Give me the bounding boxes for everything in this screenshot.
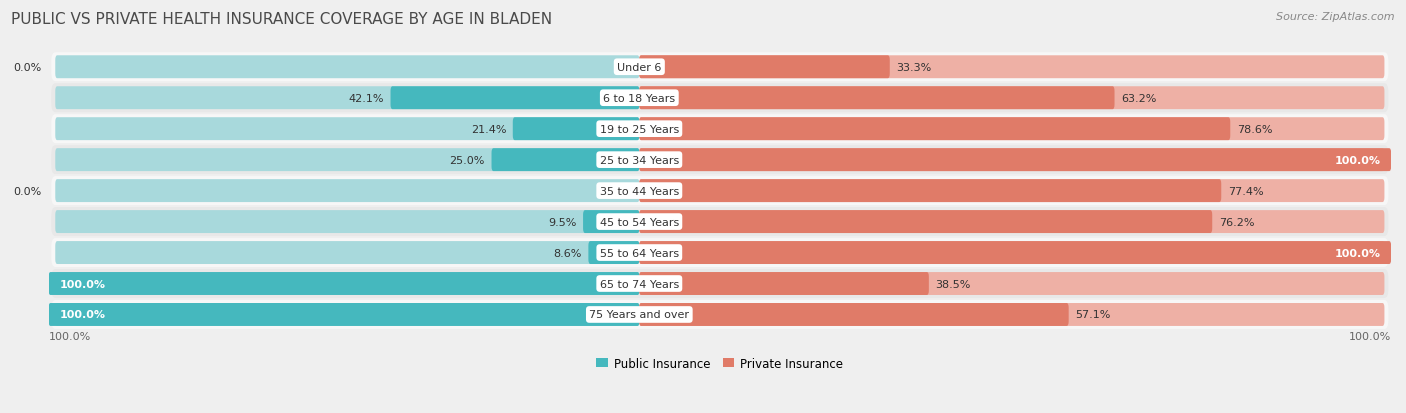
Text: 25.0%: 25.0%	[450, 155, 485, 165]
Text: 25 to 34 Years: 25 to 34 Years	[600, 155, 679, 165]
FancyBboxPatch shape	[55, 242, 640, 264]
FancyBboxPatch shape	[640, 242, 1385, 264]
Text: 9.5%: 9.5%	[548, 217, 576, 227]
Text: 19 to 25 Years: 19 to 25 Years	[600, 124, 679, 134]
Text: 21.4%: 21.4%	[471, 124, 506, 134]
Text: 33.3%: 33.3%	[897, 63, 932, 73]
Text: 55 to 64 Years: 55 to 64 Years	[600, 248, 679, 258]
FancyBboxPatch shape	[55, 87, 640, 110]
Text: 8.6%: 8.6%	[554, 248, 582, 258]
Text: 100.0%: 100.0%	[1334, 155, 1381, 165]
FancyBboxPatch shape	[640, 149, 1385, 172]
FancyBboxPatch shape	[640, 273, 929, 295]
Text: 0.0%: 0.0%	[14, 186, 42, 196]
FancyBboxPatch shape	[391, 87, 640, 110]
FancyBboxPatch shape	[55, 273, 640, 295]
Text: 57.1%: 57.1%	[1076, 310, 1111, 320]
FancyBboxPatch shape	[640, 56, 1385, 79]
Text: 77.4%: 77.4%	[1227, 186, 1264, 196]
FancyBboxPatch shape	[492, 149, 640, 172]
Text: 100.0%: 100.0%	[1334, 248, 1381, 258]
Text: 78.6%: 78.6%	[1237, 124, 1272, 134]
FancyBboxPatch shape	[640, 242, 1391, 264]
FancyBboxPatch shape	[640, 87, 1115, 110]
FancyBboxPatch shape	[640, 303, 1385, 326]
FancyBboxPatch shape	[55, 149, 640, 172]
FancyBboxPatch shape	[640, 303, 1069, 326]
FancyBboxPatch shape	[51, 208, 1388, 237]
Text: 45 to 54 Years: 45 to 54 Years	[600, 217, 679, 227]
FancyBboxPatch shape	[51, 84, 1388, 113]
FancyBboxPatch shape	[49, 303, 640, 326]
FancyBboxPatch shape	[640, 180, 1222, 203]
FancyBboxPatch shape	[640, 118, 1385, 141]
Text: 35 to 44 Years: 35 to 44 Years	[600, 186, 679, 196]
FancyBboxPatch shape	[55, 180, 640, 203]
Text: 63.2%: 63.2%	[1121, 93, 1157, 104]
Text: 100.0%: 100.0%	[59, 310, 105, 320]
FancyBboxPatch shape	[55, 211, 640, 233]
FancyBboxPatch shape	[513, 118, 640, 141]
Text: 0.0%: 0.0%	[14, 63, 42, 73]
FancyBboxPatch shape	[583, 211, 640, 233]
FancyBboxPatch shape	[51, 115, 1388, 144]
FancyBboxPatch shape	[640, 56, 890, 79]
FancyBboxPatch shape	[588, 242, 640, 264]
Text: Under 6: Under 6	[617, 63, 661, 73]
Legend: Public Insurance, Private Insurance: Public Insurance, Private Insurance	[592, 352, 848, 374]
FancyBboxPatch shape	[51, 269, 1388, 298]
FancyBboxPatch shape	[51, 300, 1388, 329]
Text: PUBLIC VS PRIVATE HEALTH INSURANCE COVERAGE BY AGE IN BLADEN: PUBLIC VS PRIVATE HEALTH INSURANCE COVER…	[11, 12, 553, 27]
Text: 38.5%: 38.5%	[935, 279, 970, 289]
Text: Source: ZipAtlas.com: Source: ZipAtlas.com	[1277, 12, 1395, 22]
FancyBboxPatch shape	[55, 303, 640, 326]
FancyBboxPatch shape	[51, 53, 1388, 82]
Text: 100.0%: 100.0%	[1348, 331, 1391, 341]
FancyBboxPatch shape	[640, 149, 1391, 172]
FancyBboxPatch shape	[51, 146, 1388, 175]
Text: 100.0%: 100.0%	[49, 331, 91, 341]
FancyBboxPatch shape	[51, 177, 1388, 206]
FancyBboxPatch shape	[640, 273, 1385, 295]
Text: 42.1%: 42.1%	[349, 93, 384, 104]
FancyBboxPatch shape	[55, 56, 640, 79]
FancyBboxPatch shape	[640, 180, 1385, 203]
FancyBboxPatch shape	[640, 211, 1212, 233]
FancyBboxPatch shape	[51, 238, 1388, 267]
FancyBboxPatch shape	[55, 118, 640, 141]
FancyBboxPatch shape	[640, 211, 1385, 233]
FancyBboxPatch shape	[640, 118, 1230, 141]
Text: 76.2%: 76.2%	[1219, 217, 1254, 227]
Text: 6 to 18 Years: 6 to 18 Years	[603, 93, 675, 104]
Text: 65 to 74 Years: 65 to 74 Years	[600, 279, 679, 289]
FancyBboxPatch shape	[640, 87, 1385, 110]
FancyBboxPatch shape	[49, 273, 640, 295]
Text: 100.0%: 100.0%	[59, 279, 105, 289]
Text: 75 Years and over: 75 Years and over	[589, 310, 689, 320]
